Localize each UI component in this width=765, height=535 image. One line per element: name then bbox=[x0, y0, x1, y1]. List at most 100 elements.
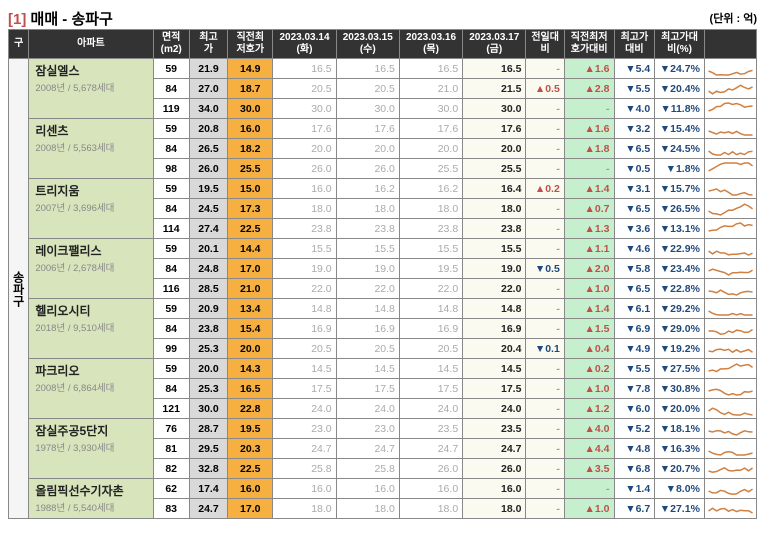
area-cell: 114 bbox=[153, 219, 189, 239]
area-cell: 59 bbox=[153, 119, 189, 139]
high-cell: 23.8 bbox=[189, 319, 227, 339]
high-cell: 32.8 bbox=[189, 459, 227, 479]
prev-cell: 16.5 bbox=[228, 379, 273, 399]
d1-cell: 14.8 bbox=[273, 299, 336, 319]
high-cell: 28.7 bbox=[189, 419, 227, 439]
d3-cell: 16.5 bbox=[399, 59, 462, 79]
spark-cell bbox=[704, 379, 756, 399]
table-row: 올림픽선수기자촌1988년 / 5,540세대6217.416.016.016.… bbox=[9, 479, 757, 499]
gap2-cell: ▼6.8 bbox=[614, 459, 655, 479]
d1-cell: 24.0 bbox=[273, 399, 336, 419]
d4-cell: 15.5 bbox=[463, 239, 526, 259]
d4-cell: 26.0 bbox=[463, 459, 526, 479]
dd-cell: - bbox=[526, 459, 564, 479]
d4-cell: 30.0 bbox=[463, 99, 526, 119]
gap1-cell: ▲4.0 bbox=[564, 419, 614, 439]
prev-cell: 14.4 bbox=[228, 239, 273, 259]
high-cell: 24.7 bbox=[189, 499, 227, 519]
prev-cell: 30.0 bbox=[228, 99, 273, 119]
prev-cell: 15.0 bbox=[228, 179, 273, 199]
gap2-cell: ▼5.2 bbox=[614, 419, 655, 439]
prev-cell: 16.0 bbox=[228, 119, 273, 139]
prev-cell: 15.4 bbox=[228, 319, 273, 339]
d4-cell: 18.0 bbox=[463, 199, 526, 219]
apt-name: 올림픽선수기자촌 bbox=[35, 482, 150, 499]
gap1-cell: ▲1.0 bbox=[564, 499, 614, 519]
area-cell: 59 bbox=[153, 179, 189, 199]
sparkline bbox=[707, 221, 754, 237]
area-cell: 59 bbox=[153, 59, 189, 79]
gap1-cell: ▲0.7 bbox=[564, 199, 614, 219]
d1-cell: 30.0 bbox=[273, 99, 336, 119]
prev-cell: 18.7 bbox=[228, 79, 273, 99]
gap1-cell: ▲1.4 bbox=[564, 299, 614, 319]
d3-cell: 24.0 bbox=[399, 399, 462, 419]
pct-cell: ▼15.7% bbox=[655, 179, 705, 199]
high-cell: 19.5 bbox=[189, 179, 227, 199]
sparkline bbox=[707, 241, 754, 257]
gap2-cell: ▼6.7 bbox=[614, 499, 655, 519]
d2-cell: 20.5 bbox=[336, 339, 399, 359]
gap1-cell: ▲1.8 bbox=[564, 139, 614, 159]
d3-cell: 16.9 bbox=[399, 319, 462, 339]
area-cell: 121 bbox=[153, 399, 189, 419]
d4-cell: 25.5 bbox=[463, 159, 526, 179]
d3-cell: 18.0 bbox=[399, 499, 462, 519]
sparkline bbox=[707, 181, 754, 197]
gap2-cell: ▼5.5 bbox=[614, 359, 655, 379]
d3-cell: 30.0 bbox=[399, 99, 462, 119]
d4-cell: 16.0 bbox=[463, 479, 526, 499]
d4-cell: 14.8 bbox=[463, 299, 526, 319]
d2-cell: 16.2 bbox=[336, 179, 399, 199]
sparkline bbox=[707, 361, 754, 377]
d4-cell: 24.7 bbox=[463, 439, 526, 459]
d1-cell: 16.5 bbox=[273, 59, 336, 79]
sparkline bbox=[707, 461, 754, 477]
sparkline bbox=[707, 441, 754, 457]
area-cell: 59 bbox=[153, 299, 189, 319]
d3-cell: 21.0 bbox=[399, 79, 462, 99]
hdr-apt: 아파트 bbox=[29, 30, 153, 59]
d3-cell: 20.5 bbox=[399, 339, 462, 359]
d1-cell: 25.8 bbox=[273, 459, 336, 479]
apt-name: 레이크팰리스 bbox=[35, 242, 150, 259]
table-row: 파크리오2008년 / 6,864세대5920.014.314.514.514.… bbox=[9, 359, 757, 379]
gap1-cell: ▲0.4 bbox=[564, 339, 614, 359]
hdr-area: 면적(m2) bbox=[153, 30, 189, 59]
gap2-cell: ▼5.5 bbox=[614, 79, 655, 99]
spark-cell bbox=[704, 219, 756, 239]
d1-cell: 19.0 bbox=[273, 259, 336, 279]
d4-cell: 16.9 bbox=[463, 319, 526, 339]
sparkline bbox=[707, 61, 754, 77]
sparkline bbox=[707, 401, 754, 417]
apt-cell: 헬리오시티2018년 / 9,510세대 bbox=[29, 299, 153, 359]
gap1-cell: ▲1.2 bbox=[564, 399, 614, 419]
pct-cell: ▼27.5% bbox=[655, 359, 705, 379]
sparkline bbox=[707, 261, 754, 277]
d4-cell: 16.4 bbox=[463, 179, 526, 199]
spark-cell bbox=[704, 279, 756, 299]
high-cell: 24.8 bbox=[189, 259, 227, 279]
high-cell: 20.8 bbox=[189, 119, 227, 139]
high-cell: 24.5 bbox=[189, 199, 227, 219]
gap1-cell: ▲1.6 bbox=[564, 119, 614, 139]
d3-cell: 14.5 bbox=[399, 359, 462, 379]
spark-cell bbox=[704, 299, 756, 319]
gap1-cell: ▲1.0 bbox=[564, 379, 614, 399]
sparkline bbox=[707, 201, 754, 217]
dd-cell: - bbox=[526, 139, 564, 159]
table-row: 리센츠2008년 / 5,563세대5920.816.017.617.617.6… bbox=[9, 119, 757, 139]
table-row: 헬리오시티2018년 / 9,510세대5920.913.414.814.814… bbox=[9, 299, 757, 319]
apt-name: 리센츠 bbox=[35, 122, 150, 139]
gap1-cell: ▲1.1 bbox=[564, 239, 614, 259]
gap1-cell: - bbox=[564, 99, 614, 119]
prev-cell: 17.3 bbox=[228, 199, 273, 219]
prev-cell: 13.4 bbox=[228, 299, 273, 319]
dd-cell: - bbox=[526, 239, 564, 259]
d4-cell: 14.5 bbox=[463, 359, 526, 379]
gap2-cell: ▼3.2 bbox=[614, 119, 655, 139]
sparkline bbox=[707, 121, 754, 137]
table-row: 트리지움2007년 / 3,696세대5919.515.016.016.216.… bbox=[9, 179, 757, 199]
d2-cell: 23.0 bbox=[336, 419, 399, 439]
d4-cell: 21.5 bbox=[463, 79, 526, 99]
